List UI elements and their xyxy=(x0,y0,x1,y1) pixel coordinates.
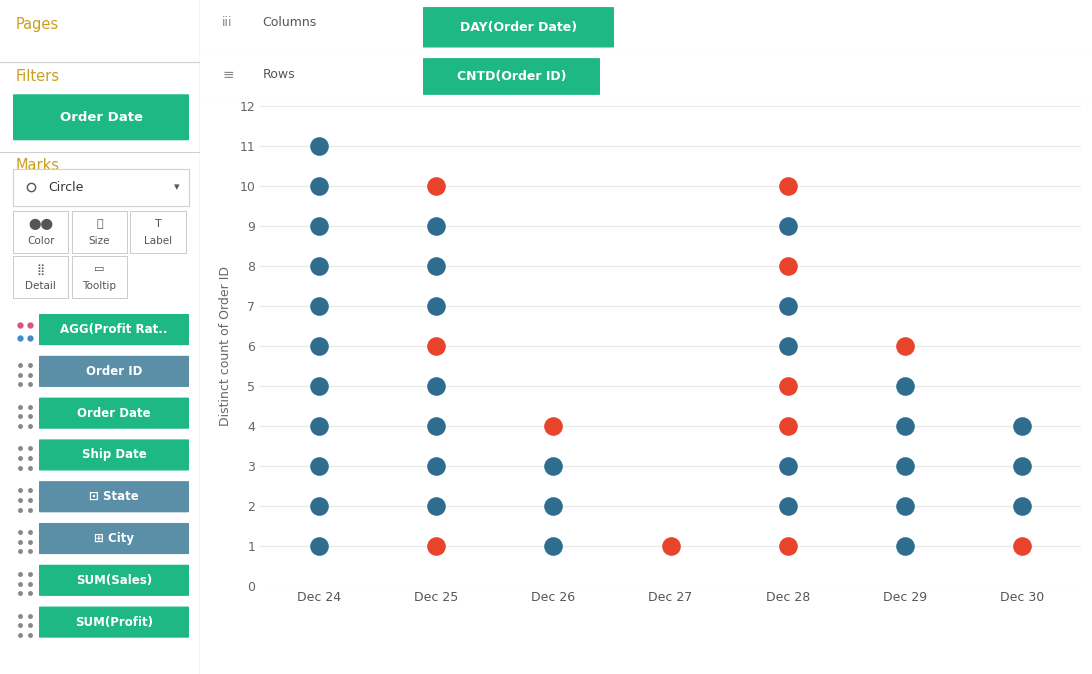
Point xyxy=(310,220,328,231)
Text: Ship Date: Ship Date xyxy=(82,448,146,462)
Point xyxy=(545,501,562,512)
Point xyxy=(1013,461,1031,472)
Text: iii: iii xyxy=(223,16,233,29)
FancyBboxPatch shape xyxy=(36,440,192,470)
Point xyxy=(427,301,444,311)
Point xyxy=(427,421,444,431)
Text: Marks: Marks xyxy=(16,158,60,173)
Text: Order Date: Order Date xyxy=(78,406,151,420)
FancyBboxPatch shape xyxy=(36,398,192,428)
Point xyxy=(779,181,796,191)
Point xyxy=(897,541,914,552)
Point xyxy=(545,421,562,431)
Text: ⬤⬤: ⬤⬤ xyxy=(28,219,54,230)
Point xyxy=(427,340,444,352)
Point xyxy=(897,421,914,431)
Point xyxy=(427,541,444,552)
Y-axis label: Distinct count of Order ID: Distinct count of Order ID xyxy=(219,266,233,426)
Point xyxy=(310,501,328,512)
Text: Columns: Columns xyxy=(262,16,317,29)
Text: ▭: ▭ xyxy=(94,264,105,274)
Text: Detail: Detail xyxy=(25,281,56,291)
Point xyxy=(310,381,328,392)
Text: Tooltip: Tooltip xyxy=(83,281,117,291)
Text: Color: Color xyxy=(27,236,55,246)
Text: T: T xyxy=(155,219,162,229)
Text: SUM(Sales): SUM(Sales) xyxy=(76,574,152,587)
Text: CNTD(Order ID): CNTD(Order ID) xyxy=(456,70,566,83)
Text: Order ID: Order ID xyxy=(86,365,142,378)
Text: AGG(Profit Rat..: AGG(Profit Rat.. xyxy=(60,323,168,336)
Point xyxy=(1013,541,1031,552)
Point xyxy=(310,421,328,431)
Point xyxy=(310,261,328,272)
Point xyxy=(427,220,444,231)
Text: ▾: ▾ xyxy=(174,182,179,192)
Text: ⣿: ⣿ xyxy=(37,264,45,275)
Point xyxy=(779,220,796,231)
Point xyxy=(779,261,796,272)
Text: ⊡ State: ⊡ State xyxy=(90,490,139,503)
Point xyxy=(779,461,796,472)
Point xyxy=(427,181,444,191)
Point xyxy=(310,301,328,311)
Text: SUM(Profit): SUM(Profit) xyxy=(75,615,153,629)
Point xyxy=(310,541,328,552)
Point xyxy=(310,461,328,472)
Point xyxy=(779,340,796,352)
Point xyxy=(897,381,914,392)
Text: Pages: Pages xyxy=(16,17,59,32)
Point xyxy=(427,381,444,392)
Point xyxy=(1013,421,1031,431)
Text: Order Date: Order Date xyxy=(60,111,143,124)
Point xyxy=(1013,501,1031,512)
Point xyxy=(662,541,679,552)
Point xyxy=(779,381,796,392)
Point xyxy=(779,541,796,552)
FancyBboxPatch shape xyxy=(36,357,192,386)
Point xyxy=(779,421,796,431)
Text: ⊞ City: ⊞ City xyxy=(94,532,134,545)
Point xyxy=(310,140,328,151)
Text: DAY(Order Date): DAY(Order Date) xyxy=(460,21,577,34)
Point xyxy=(897,461,914,472)
Text: Size: Size xyxy=(88,236,110,246)
Point xyxy=(310,340,328,352)
Point xyxy=(897,340,914,352)
Text: Rows: Rows xyxy=(262,68,295,82)
Text: Label: Label xyxy=(144,236,173,246)
FancyBboxPatch shape xyxy=(36,607,192,637)
Point xyxy=(779,301,796,311)
Point xyxy=(427,461,444,472)
FancyBboxPatch shape xyxy=(36,565,192,595)
Text: ⌾: ⌾ xyxy=(96,219,103,229)
FancyBboxPatch shape xyxy=(10,95,192,140)
Point xyxy=(427,261,444,272)
FancyBboxPatch shape xyxy=(36,524,192,553)
Point xyxy=(545,541,562,552)
FancyBboxPatch shape xyxy=(36,482,192,512)
FancyBboxPatch shape xyxy=(419,59,604,94)
Point xyxy=(779,501,796,512)
Point xyxy=(897,501,914,512)
Point xyxy=(310,181,328,191)
Text: Filters: Filters xyxy=(16,69,60,84)
FancyBboxPatch shape xyxy=(419,8,618,47)
Point xyxy=(545,461,562,472)
Text: ≡: ≡ xyxy=(223,68,234,82)
Text: Circle: Circle xyxy=(48,181,84,193)
Point xyxy=(427,501,444,512)
FancyBboxPatch shape xyxy=(36,315,192,344)
